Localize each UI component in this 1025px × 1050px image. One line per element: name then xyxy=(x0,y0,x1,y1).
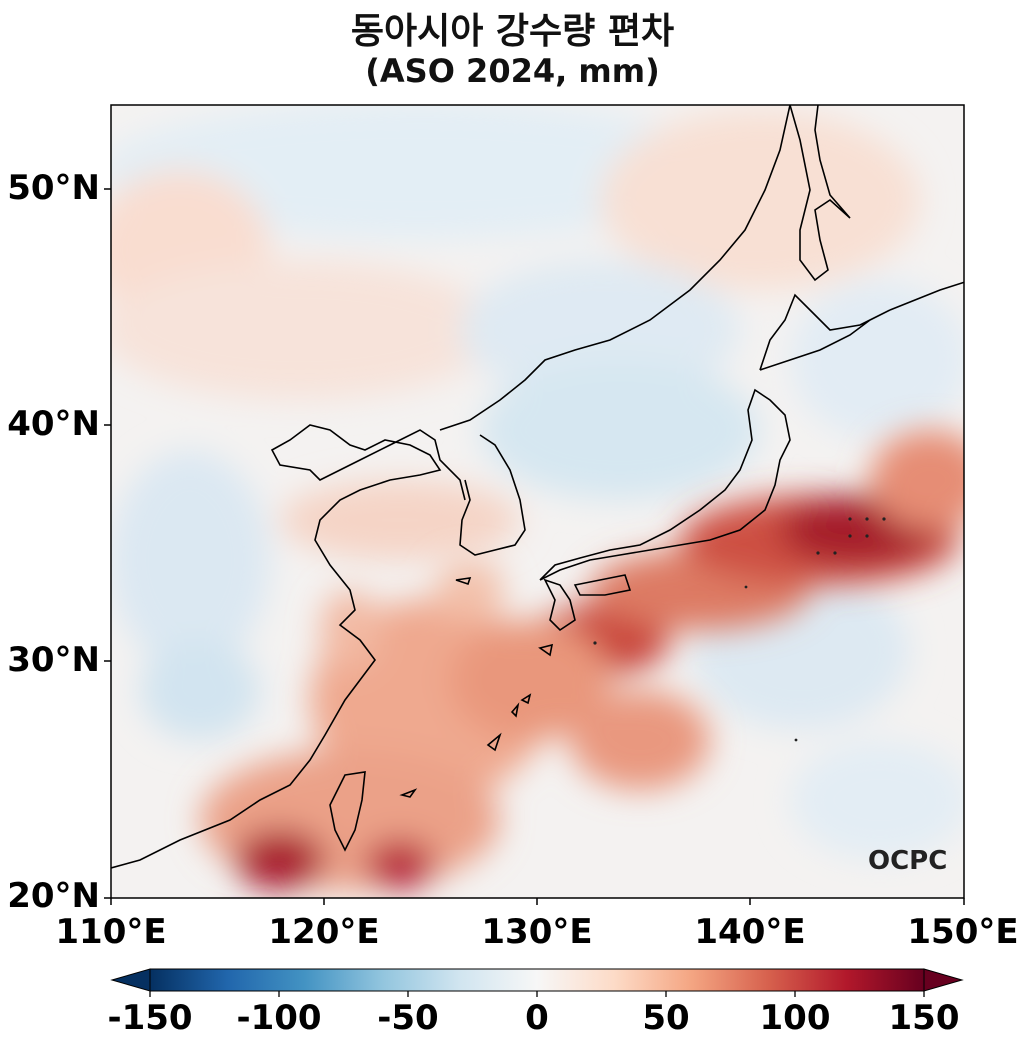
colorbar-tick-label: 50 xyxy=(642,998,690,1038)
colorbar-tick-label: 100 xyxy=(759,998,831,1038)
lat-tick-label: 20°N xyxy=(7,876,100,916)
lat-tick-label: 50°N xyxy=(7,168,100,208)
coastline-sakhalin xyxy=(789,105,851,282)
colorbar-gradient xyxy=(149,968,925,992)
coastline-korea xyxy=(439,105,791,431)
coastline-china xyxy=(111,424,466,869)
anomaly-field xyxy=(111,105,964,898)
colorbar-tick-label: 0 xyxy=(525,998,549,1038)
coastline-kyushu xyxy=(543,578,576,632)
lon-tick-label: 120°E xyxy=(268,912,380,952)
colorbar-max-extend xyxy=(923,968,964,992)
coastline-taiwan xyxy=(329,771,366,852)
map-title: 동아시아 강수량 편차 xyxy=(350,11,675,52)
axis-ticks xyxy=(104,188,965,905)
lon-tick-label: 130°E xyxy=(481,912,593,952)
colorbar-tick-label: 150 xyxy=(888,998,960,1038)
colorbar-tick-label: -150 xyxy=(107,998,193,1038)
ocpc-logo: OCPC xyxy=(868,846,948,876)
colorbar xyxy=(110,968,964,997)
coastline-honshu xyxy=(539,388,791,581)
lon-tick-label: 140°E xyxy=(694,912,806,952)
coastline-ryukyu xyxy=(399,577,554,798)
colorbar-tick-label: -50 xyxy=(377,998,439,1038)
coastline-hokkaido xyxy=(759,293,891,371)
lon-tick-label: 150°E xyxy=(907,912,1019,952)
coastline-shikoku xyxy=(573,574,632,596)
map-subtitle: (ASO 2024, mm) xyxy=(365,52,660,90)
lat-tick-label: 40°N xyxy=(7,404,100,444)
coastline-kurils xyxy=(889,281,964,311)
lon-tick-label: 110°E xyxy=(55,912,167,952)
lat-tick-label: 30°N xyxy=(7,640,100,680)
colorbar-min-extend xyxy=(110,968,151,992)
colorbar-tick-label: -100 xyxy=(236,998,322,1038)
coastline-korean-peninsula xyxy=(459,434,526,556)
coastlines xyxy=(111,105,964,869)
significance-dots xyxy=(593,517,886,742)
